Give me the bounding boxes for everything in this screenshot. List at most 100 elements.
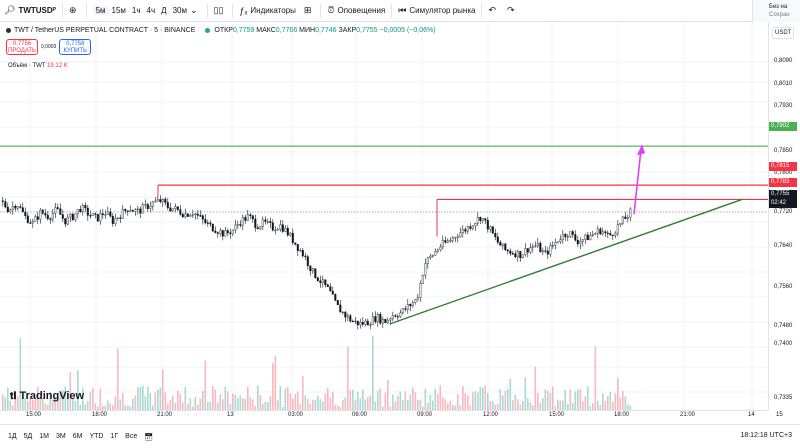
interval-15m[interactable]: 15м [109, 6, 129, 15]
candle-body [332, 291, 334, 294]
interval-30m[interactable]: 30м [170, 6, 190, 15]
chart-canvas[interactable] [0, 22, 768, 410]
candle-body [282, 225, 284, 232]
interval-4h[interactable]: 4ч [144, 6, 159, 15]
replay-button[interactable]: ⏮︎ Симулятор рынка [394, 0, 479, 22]
candle-body [165, 199, 167, 202]
candle-body [257, 228, 259, 229]
range-5d[interactable]: 5Д [24, 433, 33, 440]
time-axis[interactable]: 15:00 18:00 21:00 13 03:00 06:00 09:00 1… [0, 410, 768, 424]
price-label: 0,7850 [774, 148, 792, 154]
date-range-icon[interactable]: 📅︎ [144, 433, 153, 441]
spread-value: 0,0003 [41, 44, 56, 50]
low-value: 0,7746 [315, 27, 336, 34]
add-symbol-button[interactable]: ⊕ [65, 0, 84, 22]
volume-bar [107, 400, 109, 410]
undo-button[interactable]: ↶ [484, 0, 503, 22]
range-1y[interactable]: 1Г [110, 433, 118, 440]
volume-bar [457, 394, 459, 410]
candle-body [580, 241, 582, 243]
chart-pane[interactable] [0, 22, 768, 410]
volume-bar [407, 400, 409, 410]
volume-bar [392, 395, 394, 410]
time-label: 09:00 [417, 412, 432, 418]
indicators-icon: ƒₓ [239, 6, 247, 16]
buy-button[interactable]: 0,7758 КУПИТЬ [59, 39, 91, 55]
range-1m[interactable]: 1М [39, 433, 49, 440]
sell-button[interactable]: 0,7756 ПРОДАТЬ [6, 39, 38, 55]
currency-selector[interactable]: USDT [772, 27, 794, 39]
candle-body [587, 235, 589, 240]
price-label: 0,7335 [774, 395, 792, 401]
volume-bar [360, 399, 362, 410]
tradingview-logo[interactable]: 𝐭𝐈 TradingView [10, 390, 84, 402]
interval-5m[interactable]: 5м [93, 6, 109, 15]
volume-bar [377, 391, 379, 410]
clock[interactable]: 18:12:18 UTC+3 [740, 432, 792, 439]
candle-body [572, 232, 574, 235]
candle-body [10, 210, 12, 212]
volume-bar [530, 402, 532, 410]
candle-body [75, 214, 77, 220]
redo-icon: ↷ [507, 5, 515, 16]
candle-body [50, 219, 52, 220]
volume-bar [412, 387, 414, 410]
candle-body [55, 207, 57, 213]
candle-body [557, 242, 559, 243]
candle-body [575, 235, 577, 241]
volume-bar [515, 395, 517, 410]
volume-bar [345, 397, 347, 410]
volume-legend[interactable]: Объём · TWT 19,12 K [8, 63, 68, 69]
candle-body [280, 225, 282, 230]
volume-bar [215, 389, 217, 410]
range-all[interactable]: Все [125, 433, 137, 440]
interval-1d[interactable]: Д [158, 6, 169, 15]
symbol-search[interactable]: 🔎︎ TWTUSDᴾ [0, 0, 60, 22]
range-6m[interactable]: 6М [73, 433, 83, 440]
candle-body [542, 251, 544, 252]
candle-body [415, 300, 417, 303]
candle-body [615, 233, 617, 235]
legend-title[interactable]: TWT / TetherUS PERPETUAL CONTRACT · 5 · … [14, 27, 195, 34]
range-ytd[interactable]: YTD [89, 433, 103, 440]
chart-type-button[interactable]: ▯▯ [210, 0, 231, 22]
candle-body [230, 233, 232, 234]
volume-bar [115, 396, 117, 410]
interval-1h[interactable]: 1ч [129, 6, 144, 15]
redo-button[interactable]: ↷ [503, 0, 522, 22]
candle-body [445, 240, 447, 242]
volume-bar [537, 393, 539, 410]
candle-body [595, 233, 597, 234]
range-1d[interactable]: 1Д [8, 433, 17, 440]
candle-body [5, 202, 7, 207]
volume-bar [165, 393, 167, 410]
save-layout-box[interactable]: Без на Сохран [752, 0, 800, 22]
indicators-button[interactable]: ƒₓ Индикаторы [235, 0, 299, 22]
candle-body [295, 243, 297, 245]
volume-bar [517, 399, 519, 410]
range-3m[interactable]: 3М [56, 433, 66, 440]
volume-bar [500, 389, 502, 410]
candle-body [470, 227, 472, 229]
candle-body [322, 280, 324, 283]
candle-body [455, 237, 457, 238]
volume-bar [580, 389, 582, 410]
candle-body [100, 214, 102, 221]
candle-body [222, 231, 224, 237]
candle-body [25, 212, 27, 216]
chevron-down-icon[interactable]: ⌄ [190, 5, 198, 16]
volume-bar [167, 403, 169, 410]
volume-bar [552, 387, 554, 410]
candle-body [157, 199, 159, 201]
candle-body [610, 233, 612, 235]
layouts-button[interactable]: ⊞ [300, 0, 319, 22]
candle-body [22, 208, 24, 212]
alerts-button[interactable]: ⏰︎ Оповещения [323, 0, 389, 22]
indicators-label: Индикаторы [250, 6, 295, 15]
candle-body [167, 202, 169, 207]
candle-body [217, 233, 219, 234]
candle-body [590, 235, 592, 239]
candle-body [400, 313, 402, 317]
tradingview-mark-icon: 𝐭𝐈 [10, 391, 16, 402]
